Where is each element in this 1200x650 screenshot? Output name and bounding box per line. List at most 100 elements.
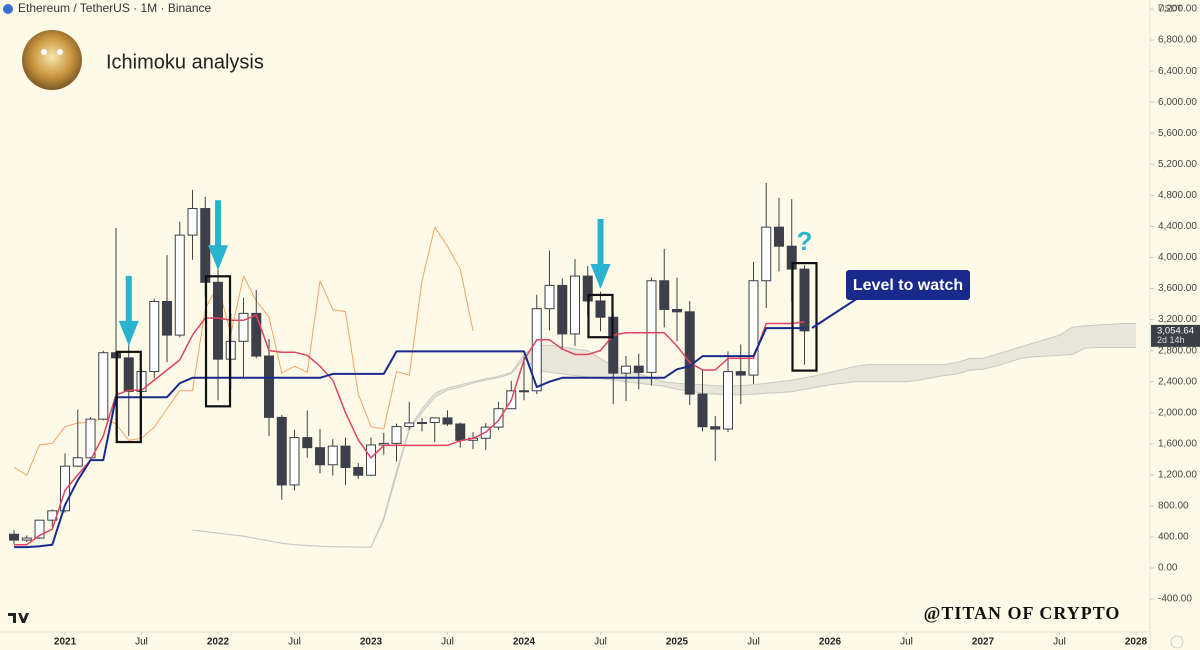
x-tick-label: 2023: [360, 637, 383, 648]
y-tick-label: 800.00: [1158, 501, 1189, 512]
last-price-box: [1151, 324, 1200, 347]
candle-body: [72, 457, 83, 467]
candle-body: [799, 268, 810, 332]
candle-body: [620, 365, 631, 374]
y-tick-label: 5,600.00: [1158, 128, 1197, 139]
y-tick-label: -400.00: [1158, 594, 1192, 605]
callout-text: Level to watch: [853, 277, 963, 294]
callout-pointer: [811, 297, 859, 329]
x-tick-label: Jul: [441, 637, 454, 648]
avatar-eye: [57, 49, 63, 55]
overlay: ?: [115, 200, 818, 444]
candle-body: [123, 357, 134, 392]
candle-body: [391, 426, 402, 444]
y-tick-label: 1,600.00: [1158, 438, 1197, 449]
candle-body: [595, 300, 606, 318]
candle-body: [557, 284, 568, 335]
candle-body: [735, 371, 746, 376]
candle-body: [748, 280, 759, 376]
candle-body: [659, 280, 670, 310]
arrow: [118, 275, 139, 346]
y-tick-label: 7,200.00: [1158, 4, 1197, 15]
highlight-box: [587, 293, 614, 339]
candle-body: [162, 300, 173, 336]
cloud-lower: [192, 347, 1136, 548]
y-tick-label: 4,000.00: [1158, 252, 1197, 263]
candle-body: [366, 444, 377, 476]
candle-body: [340, 445, 351, 468]
question-mark: ?: [797, 226, 813, 256]
tv-logo: [8, 613, 29, 623]
x-tick-label: Jul: [900, 637, 913, 648]
y-tick-label: 4,800.00: [1158, 190, 1197, 201]
x-tick-label: Jul: [594, 637, 607, 648]
candle-body: [455, 423, 466, 441]
candle-body: [429, 417, 440, 424]
countdown: 2d 14h: [1157, 335, 1185, 345]
candle-body: [442, 417, 453, 425]
candle-body: [21, 537, 32, 541]
candle-body: [684, 311, 695, 395]
x-tick-label: 2028: [1125, 637, 1148, 648]
highlight-box: [791, 262, 818, 372]
y-tick-label: 2,000.00: [1158, 407, 1197, 418]
y-tick-label: 2,800.00: [1158, 345, 1197, 356]
cloud-fill: [192, 323, 1136, 548]
candle-body: [315, 447, 326, 466]
avatar: [22, 30, 82, 90]
candle-body: [187, 208, 198, 236]
candle-body: [544, 284, 555, 310]
y-tick-label: 0.00: [1158, 563, 1178, 574]
candle-body: [697, 393, 708, 428]
y-tick-label: 4,400.00: [1158, 221, 1197, 232]
chart-title: Ichimoku analysis: [106, 51, 264, 73]
y-tick-label: 400.00: [1158, 532, 1189, 543]
candle-body: [493, 408, 504, 428]
candle-body: [34, 519, 45, 539]
candle-body: [98, 352, 109, 420]
candle-body: [276, 416, 287, 486]
y-tick-label: 3,200.00: [1158, 314, 1197, 325]
candle-body: [519, 390, 530, 393]
candle-body: [213, 281, 224, 360]
candle-body: [417, 422, 428, 425]
candle-body: [327, 445, 338, 466]
candle-body: [174, 234, 185, 336]
x-tick-label: 2022: [207, 637, 230, 648]
auto-scale-button[interactable]: [1170, 635, 1184, 649]
arrow: [590, 218, 611, 289]
x-tick-label: 2027: [972, 637, 995, 648]
candle-body: [289, 437, 300, 486]
y-tick-label: 6,400.00: [1158, 66, 1197, 77]
candle-body: [264, 355, 275, 418]
currency-unit: USDT: [1158, 3, 1183, 13]
arrow: [208, 200, 229, 271]
x-tick-label: 2026: [819, 637, 842, 648]
candle-body: [531, 308, 542, 392]
x-tick-label: 2024: [513, 637, 536, 648]
plot-area: [9, 182, 1136, 549]
candle-body: [722, 371, 733, 430]
highlight-box: [204, 275, 232, 408]
x-tick-label: 2025: [666, 637, 689, 648]
candle-body: [633, 365, 644, 373]
candle-body: [85, 418, 96, 459]
candle-body: [710, 426, 721, 430]
y-tick-label: 6,800.00: [1158, 35, 1197, 46]
y-tick-label: 3,600.00: [1158, 283, 1197, 294]
candle-body: [570, 275, 580, 335]
x-tick-label: 2021: [54, 637, 77, 648]
candle-body: [60, 465, 71, 512]
candle-body: [404, 422, 415, 428]
callout-box: [846, 270, 970, 300]
candle-body: [251, 312, 262, 357]
x-tick-label: Jul: [288, 637, 301, 648]
candle-body: [773, 226, 784, 247]
avatar-eye: [41, 49, 47, 55]
symbol-header: Ethereum / TetherUS · 1M · Binance: [18, 1, 212, 15]
candle-body: [149, 300, 160, 373]
x-tick-label: Jul: [747, 637, 760, 648]
indicator-line: [14, 327, 805, 549]
candle-body: [238, 312, 249, 342]
